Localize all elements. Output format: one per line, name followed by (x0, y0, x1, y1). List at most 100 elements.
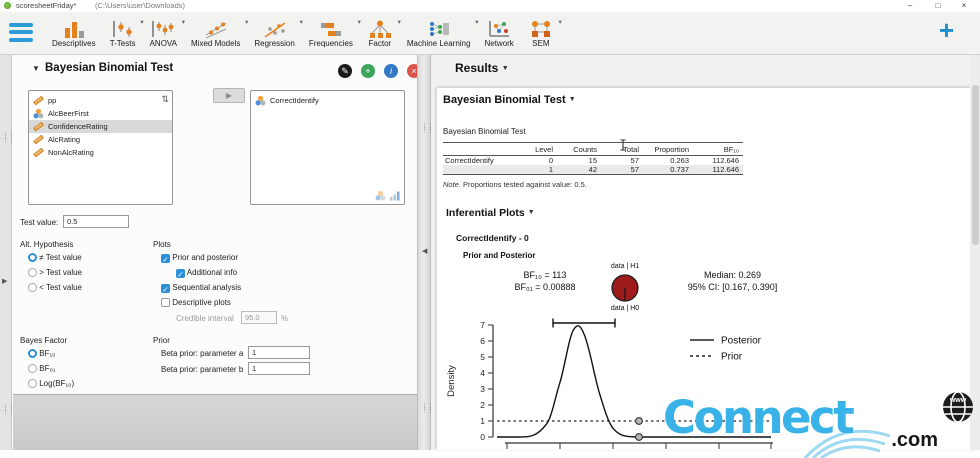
option-label: > Test value (39, 268, 83, 277)
chevron-down-icon: ▾ (299, 19, 303, 26)
hamburger-menu-button[interactable] (9, 22, 33, 42)
bf01-option[interactable]: BF₀₁ (28, 364, 55, 373)
alt-hyp-option-lt[interactable]: < Test value (28, 283, 82, 292)
ci-value: 95% CI: [0.167, 0.390] (687, 282, 778, 292)
logbf10-option[interactable]: Log(BF₁₀) (28, 379, 74, 388)
splitter-grip[interactable]: ⋮⋮ ⋮⋮ (421, 403, 434, 414)
maximize-button[interactable]: □ (935, 1, 941, 10)
splitter-grip[interactable]: ⋮⋮ ⋮⋮ (421, 123, 434, 134)
variable-item[interactable]: AlcRating (29, 133, 172, 146)
module-label: Mixed Models (191, 39, 241, 48)
collapse-form-icon[interactable]: ◀ (422, 248, 428, 255)
module-regression[interactable]: ▾ Regression (247, 17, 303, 49)
splitter-grip[interactable]: ⋮⋮ ⋮⋮ (2, 133, 15, 144)
chevron-down-icon: ▾ (475, 19, 479, 26)
document-filename: scoresheetFriday* (16, 1, 77, 10)
module-label: Descriptives (52, 39, 96, 48)
test-value-input[interactable] (63, 215, 129, 228)
variable-item[interactable]: AlcBeerFirst (29, 107, 172, 120)
col-total: Total (623, 144, 639, 154)
machine-learning-icon (429, 22, 449, 36)
credible-interval-input[interactable] (241, 311, 277, 324)
option-label: Descriptive plots (172, 298, 231, 307)
sort-variables-icon[interactable]: ⇅ (161, 94, 169, 104)
results-header[interactable]: Results ▼ (455, 61, 509, 75)
module-sem[interactable]: ▾ SEM (521, 17, 562, 49)
results-splitter[interactable]: ⋮⋮ ⋮⋮ ◀ ⋮⋮ ⋮⋮ (417, 55, 434, 450)
module-network[interactable]: Network (477, 17, 520, 49)
alt-hyp-option-ne[interactable]: ≠ Test value (28, 253, 82, 262)
radio[interactable] (28, 364, 37, 373)
edit-title-button[interactable]: ✎ (338, 64, 352, 78)
col-level: Level (535, 144, 553, 154)
module-anova[interactable]: ▾ ANOVA (143, 17, 185, 49)
expand-data-panel-icon[interactable]: ▶ (2, 278, 8, 285)
close-button[interactable]: × (961, 1, 967, 10)
factor-icon (369, 20, 391, 38)
chevron-down-icon: ▼ (527, 209, 535, 216)
assign-variable-button[interactable]: ▶ (213, 88, 245, 103)
analysis-title: Bayesian Binomial Test (45, 62, 174, 74)
median-value: Median: 0.269 (703, 270, 762, 280)
prior-posterior-option[interactable]: ✓ Prior and posterior (161, 253, 238, 264)
variable-item-selected[interactable]: ConfidenceRating (29, 120, 172, 133)
table-row: 1 42 57 0.737 112.646 (443, 165, 743, 175)
module-machine-learning[interactable]: ▾ Machine Learning (400, 17, 479, 49)
splitter-grip[interactable]: ⋮⋮ ⋮⋮ (2, 405, 15, 416)
scrollbar-thumb[interactable] (971, 85, 979, 245)
svg-text:0: 0 (480, 432, 485, 442)
chevron-down-icon: ▾ (181, 19, 185, 26)
duplicate-analysis-button[interactable]: + (361, 64, 375, 78)
additional-info-option[interactable]: ✓ Additional info (176, 268, 237, 279)
radio-selected[interactable] (28, 349, 37, 358)
pie-h0-label: data | H0 (610, 305, 640, 312)
plot-title: Prior and Posterior (463, 251, 536, 260)
col-bf: BF₁₀ (723, 144, 739, 154)
results-scrollbar[interactable] (970, 55, 980, 450)
checkbox-checked[interactable]: ✓ (161, 254, 170, 264)
checkbox-unchecked[interactable] (161, 298, 170, 307)
variable-item[interactable]: pp (29, 94, 172, 107)
module-descriptives[interactable]: Descriptives (45, 17, 103, 49)
col-counts: Counts (573, 144, 597, 154)
radio[interactable] (28, 268, 37, 277)
checkbox-checked[interactable]: ✓ (176, 269, 185, 279)
alt-hyp-option-gt[interactable]: > Test value (28, 268, 82, 277)
bf10-option[interactable]: BF₁₀ (28, 349, 55, 358)
module-frequencies[interactable]: ▾ Frequencies (302, 17, 361, 49)
module-t-tests[interactable]: ▾ T-Tests (103, 17, 144, 49)
minimize-button[interactable]: – (907, 1, 913, 10)
inferential-plots-header[interactable]: Inferential Plots ▼ (446, 207, 535, 219)
chevron-down-icon: ▾ (357, 19, 361, 26)
svg-text:1: 1 (480, 416, 485, 426)
mouse-cursor-ibeam (620, 139, 626, 151)
app-icon (4, 2, 11, 9)
percent-suffix: % (281, 314, 289, 323)
add-analysis-button[interactable]: + (938, 15, 954, 45)
checkbox-checked[interactable]: ✓ (161, 284, 170, 294)
sequential-analysis-option[interactable]: ✓ Sequential analysis (161, 283, 241, 294)
radio[interactable] (28, 283, 37, 292)
results-header-text: Results (455, 61, 499, 75)
module-factor[interactable]: ▾ Factor (360, 17, 401, 49)
radio[interactable] (28, 379, 37, 388)
data-panel-splitter[interactable]: ⋮⋮ ⋮⋮ ▶ ⋮⋮ ⋮⋮ (0, 55, 15, 450)
radio-selected[interactable] (28, 253, 37, 262)
variable-item[interactable]: CorrectIdentify (251, 94, 404, 107)
collapse-analysis-icon[interactable]: ▼ (32, 64, 40, 73)
bf10-value: BF₁₀ = 113 (523, 270, 567, 280)
table-row: CorrectIdentify 0 15 57 0.263 112.646 (445, 156, 739, 165)
beta-b-input[interactable] (248, 362, 310, 375)
posterior-curve (497, 325, 771, 438)
descriptive-plots-option[interactable]: Descriptive plots (161, 298, 231, 307)
module-mixed-models[interactable]: ▾ Mixed Models (184, 17, 248, 49)
variable-item[interactable]: NonAlcRating (29, 146, 172, 159)
assigned-variables-list[interactable]: CorrectIdentify (250, 90, 405, 205)
beta-a-input[interactable] (248, 346, 310, 359)
analysis-results-header[interactable]: Bayesian Binomial Test ▼ (443, 94, 576, 106)
analysis-form-panel: ▼ Bayesian Binomial Test ✎ + i × ⇅ pp Al… (13, 55, 421, 394)
available-variables-list[interactable]: ⇅ pp AlcBeerFirst ConfidenceRating AlcRa… (28, 90, 173, 205)
frequencies-icon (320, 23, 341, 36)
analysis-panel-footer (13, 394, 417, 450)
info-button[interactable]: i (384, 64, 398, 78)
